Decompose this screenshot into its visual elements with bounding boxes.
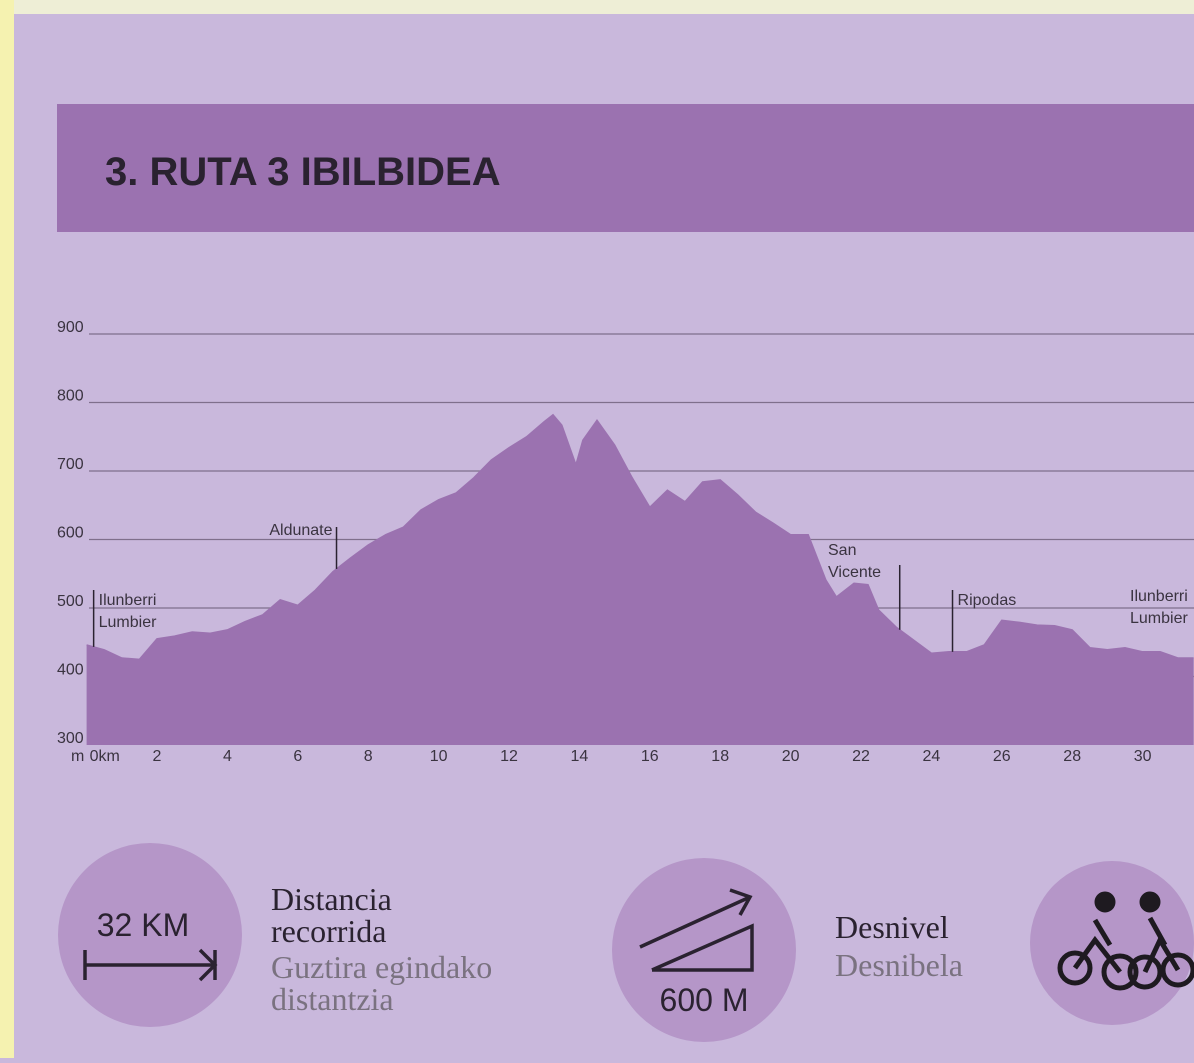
left-strip	[0, 0, 14, 1058]
annotation-label: Aldunate	[269, 522, 332, 539]
distance-label: Distancia	[271, 881, 392, 917]
annotation-label: Vicente	[828, 564, 881, 581]
x-tick-label: 2	[153, 748, 162, 765]
bike-circle	[1030, 861, 1194, 1025]
x-tick-label: 20	[782, 748, 800, 765]
y-tick-label: 400	[57, 662, 84, 679]
distance-sublabel: Guztira egindako	[271, 949, 492, 985]
y-tick-label: 600	[57, 525, 84, 542]
x-tick-label: 4	[223, 748, 232, 765]
distance-label: recorrida	[271, 913, 386, 949]
annotation-label: San	[828, 542, 856, 559]
annotation-label: Ilunberri	[1130, 588, 1188, 605]
elevation-label: Desnivel	[835, 909, 949, 945]
annotation-label: Lumbier	[1130, 610, 1188, 627]
annotation-label: Lumbier	[99, 614, 157, 631]
y-unit: m	[71, 748, 84, 765]
x-tick-label: 30	[1134, 748, 1152, 765]
x-tick-label: 6	[293, 748, 302, 765]
page: {"header": {"title": "3. RUTA 3 IBILBIDE…	[0, 0, 1194, 1058]
y-tick-label: 700	[57, 456, 84, 473]
x-tick-label: 26	[993, 748, 1011, 765]
x-tick-label: 12	[500, 748, 518, 765]
elevation-sublabel: Desnibela	[835, 947, 963, 983]
distance-value: 32 KM	[97, 907, 189, 943]
x-tick-label: 18	[711, 748, 729, 765]
x-tick-label: 10	[430, 748, 448, 765]
x-tick-label: 22	[852, 748, 870, 765]
x-tick-label: 14	[571, 748, 589, 765]
distance-sublabel: distantzia	[271, 981, 394, 1017]
title: 3. RUTA 3 IBILBIDEA	[105, 150, 501, 194]
y-tick-label: 300	[57, 730, 84, 747]
y-tick-label: 900	[57, 319, 84, 336]
elevation-value: 600 M	[660, 982, 749, 1018]
annotation-label: Ilunberri	[99, 592, 157, 609]
annotation-label: Ripodas	[958, 592, 1017, 609]
y-tick-label: 500	[57, 593, 84, 610]
x-tick-label: 28	[1063, 748, 1081, 765]
infographic: 3. RUTA 3 IBILBIDEA 300 400 500 600 700 800 90…	[0, 0, 1194, 1058]
x-tick-label: 16	[641, 748, 659, 765]
x-tick-label: 8	[364, 748, 373, 765]
top-strip	[0, 0, 1194, 14]
y-tick-label: 800	[57, 388, 84, 405]
x-tick-label: 24	[923, 748, 941, 765]
area-fill	[87, 415, 1194, 745]
x-tick-label: 0km	[90, 748, 120, 765]
